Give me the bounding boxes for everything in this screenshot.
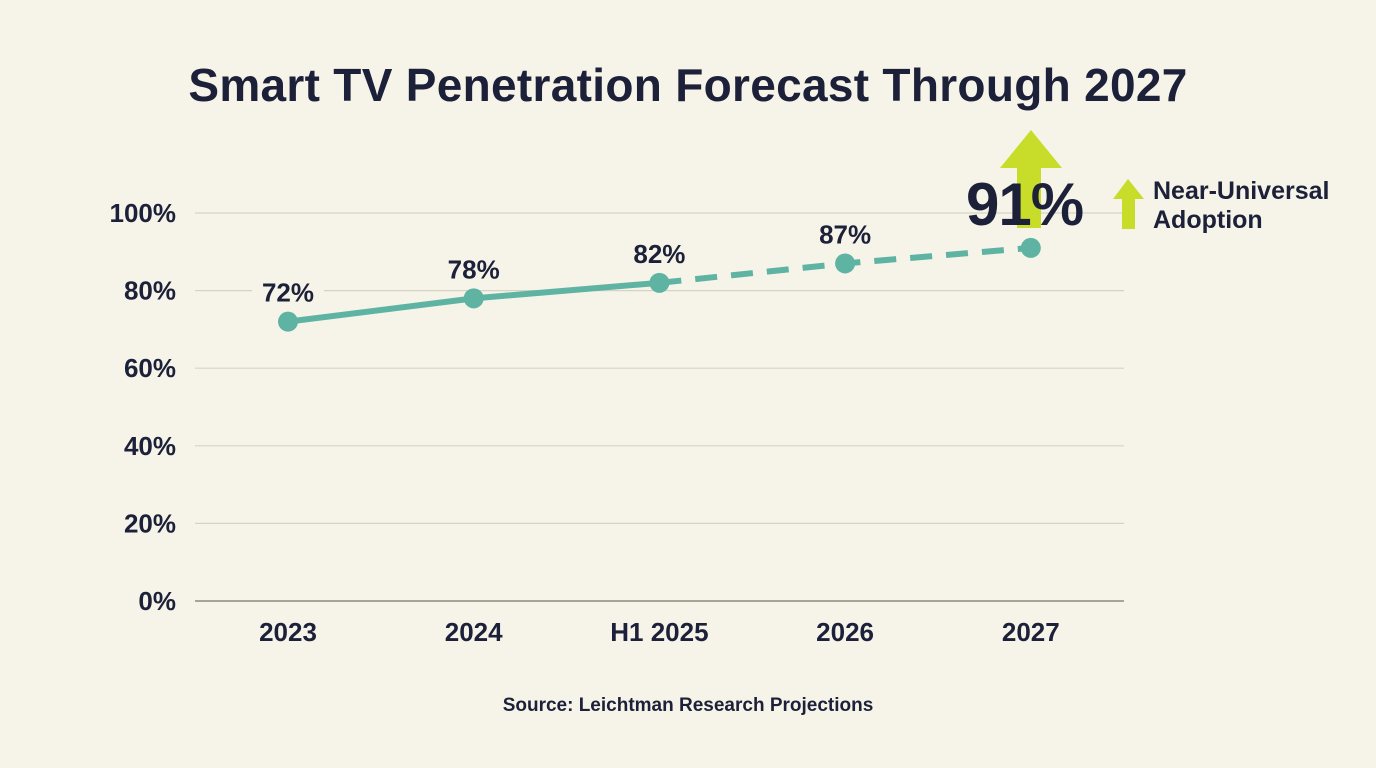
data-point: [463, 288, 484, 309]
y-tick-label: 0%: [138, 586, 176, 616]
y-tick-label: 80%: [124, 276, 176, 306]
data-label: 72%: [262, 278, 314, 308]
data-point: [835, 253, 856, 274]
y-tick-label: 40%: [124, 431, 176, 461]
data-label-bg: [437, 254, 510, 283]
x-tick-label: 2023: [259, 617, 317, 647]
y-tick-label: 60%: [124, 353, 176, 383]
callout-value: 91%: [966, 171, 1084, 238]
callout-line-1: Near-Universal: [1153, 177, 1330, 205]
x-tick-label: 2027: [1002, 617, 1060, 647]
x-tick-label: 2026: [816, 617, 874, 647]
chart-title: Smart TV Penetration Forecast Through 20…: [188, 59, 1188, 111]
big-arrow-up-icon: [1000, 130, 1062, 228]
data-label-bg: [623, 238, 696, 267]
callout-text: Near-Universal Adoption: [1153, 177, 1329, 235]
x-tick-label: 2024: [445, 617, 503, 647]
data-label: 82%: [633, 239, 685, 269]
data-label-bg: [252, 277, 324, 306]
data-label: 87%: [819, 219, 871, 249]
data-point: [649, 272, 670, 293]
x-tick-label: H1 2025: [610, 617, 708, 647]
data-label: 78%: [448, 254, 500, 284]
data-label-bg: [809, 219, 882, 248]
data-point: [1020, 237, 1041, 258]
data-point: [278, 311, 298, 332]
arrow-up-icon: [1113, 179, 1144, 229]
callout-line-2: Adoption: [1153, 206, 1263, 234]
source-note: Source: Leichtman Research Projections: [502, 695, 874, 716]
y-tick-label: 100%: [110, 198, 177, 228]
y-tick-label: 20%: [124, 508, 176, 538]
